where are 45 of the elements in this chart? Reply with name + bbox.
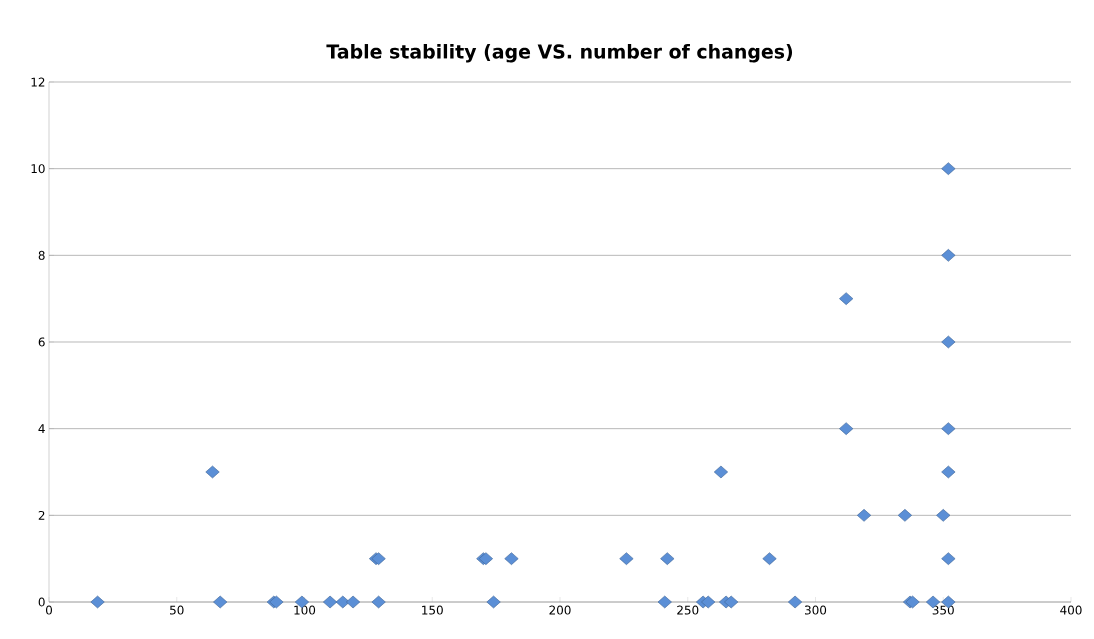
point	[486, 595, 501, 609]
point	[788, 595, 803, 609]
point	[724, 595, 739, 609]
point	[713, 465, 729, 479]
x-tick-label: 400	[1060, 605, 1082, 615]
y-tick-label: 6	[38, 337, 45, 347]
x-tick-label: 150	[422, 605, 443, 615]
point	[897, 509, 912, 522]
point	[941, 162, 956, 175]
point	[90, 595, 105, 609]
point	[839, 422, 854, 435]
point	[657, 595, 672, 609]
point	[335, 595, 350, 609]
x-tick-label: 300	[805, 605, 827, 615]
point	[205, 465, 220, 479]
point	[839, 292, 854, 305]
point	[941, 552, 956, 565]
chart-title: Table stability (age VS. number of changes)	[326, 44, 793, 63]
point	[619, 552, 634, 565]
x-tick-label: 200	[549, 605, 571, 615]
point	[371, 595, 386, 609]
point	[762, 552, 777, 565]
point	[941, 465, 956, 479]
point	[941, 422, 956, 435]
y-tick-label: 0	[38, 597, 45, 607]
point	[504, 552, 519, 565]
x-tick-label: 100	[294, 605, 316, 615]
x-tick-label: 250	[677, 605, 699, 615]
y-tick-label: 2	[38, 510, 45, 520]
point	[941, 335, 956, 349]
point	[213, 595, 228, 609]
point	[936, 509, 951, 522]
y-tick-label: 8	[38, 250, 45, 260]
point	[323, 595, 338, 609]
point	[701, 595, 716, 609]
point	[856, 509, 872, 522]
x-tick-label: 350	[932, 605, 954, 615]
x-tick-label: 50	[170, 605, 184, 615]
x-tick-label: 0	[45, 605, 53, 615]
y-tick-label: 12	[31, 77, 45, 87]
point	[941, 249, 956, 262]
point	[660, 552, 675, 565]
point	[346, 595, 361, 609]
y-tick-label: 4	[38, 424, 45, 434]
y-tick-label: 10	[31, 164, 45, 174]
